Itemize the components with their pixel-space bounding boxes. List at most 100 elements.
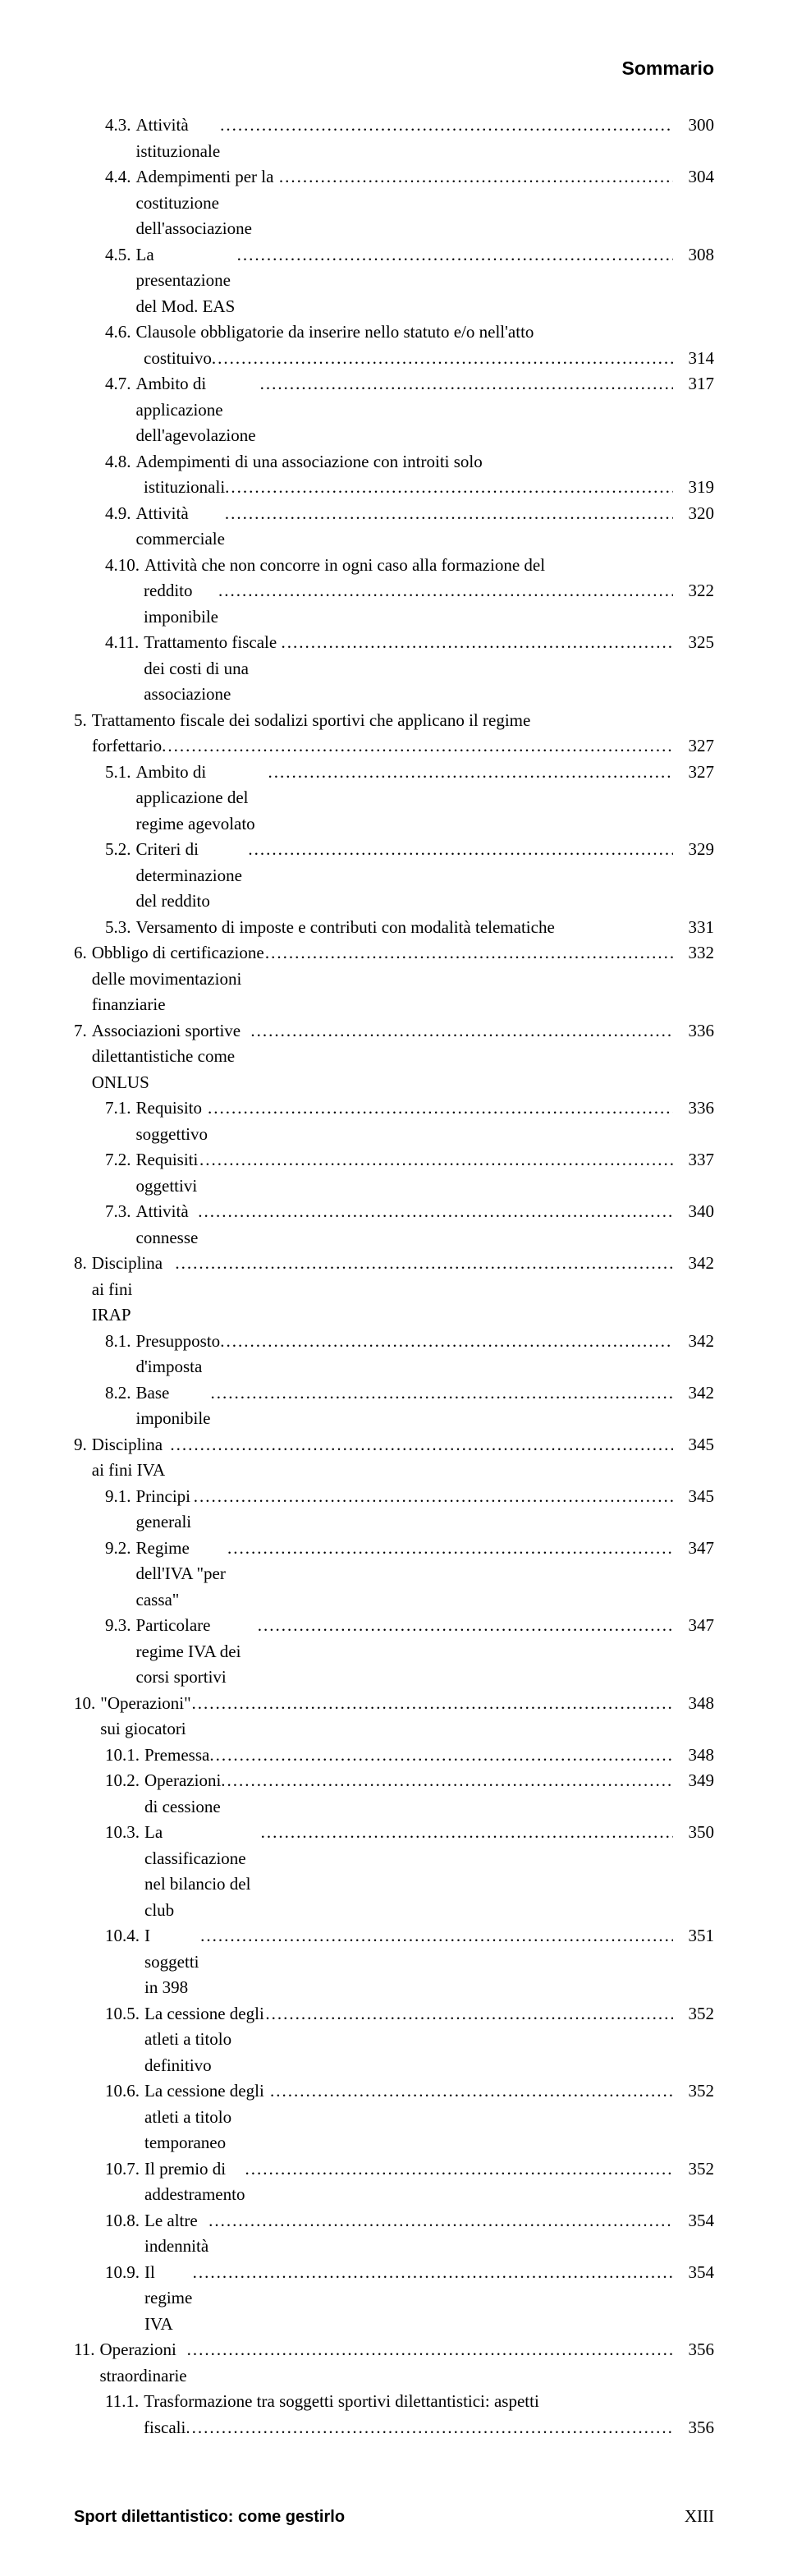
toc-label: fiscali [144,2415,186,2441]
toc-row: 5.1.Ambito di applicazione del regime ag… [74,760,714,838]
toc-page-number: 314 [673,346,714,372]
toc-label: reddito imponibile [144,578,218,630]
toc-label: Regime dell'IVA "per cassa" [136,1536,227,1614]
toc-number: 10. [74,1691,100,1717]
toc-label: Trattamento fiscale dei costi di una ass… [144,630,281,708]
toc-page-number: 347 [673,1613,714,1639]
toc-container: 4.3.Attività istituzionale3004.4.Adempim… [74,112,714,2441]
toc-row: 7.3.Attività connesse340 [74,1199,714,1251]
toc-row: 5.Trattamento fiscale dei sodalizi sport… [74,708,714,734]
page-header-title: Sommario [74,57,714,80]
toc-leader-dots [220,112,673,139]
toc-label: Adempimenti per la costituzione dell'ass… [136,164,279,242]
toc-number: 11. [74,2337,99,2363]
toc-number: 4.3. [105,112,136,139]
toc-row: 6.Obbligo di certificazione delle movime… [74,940,714,1018]
toc-row: forfettario327 [74,733,714,760]
toc-label: Operazioni di cessione [144,1768,221,1820]
toc-label: Il premio di addestramento [144,2156,245,2208]
toc-row: fiscali 356 [74,2415,714,2441]
toc-row: 10.8.Le altre indennità354 [74,2208,714,2260]
toc-number: 5.3. [105,915,136,941]
toc-leader-dots [258,1613,673,1639]
toc-label: forfettario [92,733,162,760]
toc-leader-dots [225,475,673,501]
toc-row: 4.8.Adempimenti di una associazione con … [74,449,714,475]
toc-leader-dots [193,2260,673,2286]
toc-row: 4.9.Attività commerciale320 [74,501,714,553]
toc-leader-dots [268,760,674,786]
toc-page-number: 352 [673,2001,714,2027]
toc-number: 4.8. [105,449,136,475]
toc-leader-dots [187,2337,673,2363]
toc-number: 10.2. [105,1768,144,1794]
toc-leader-dots [198,1199,673,1225]
toc-label: Disciplina ai fini IRAP [92,1251,176,1329]
toc-label: Premessa [144,1743,209,1769]
toc-page-number: 300 [673,112,714,139]
toc-leader-dots [199,1147,673,1173]
toc-number: 10.8. [105,2208,144,2234]
toc-leader-dots [260,371,673,397]
toc-label: Requisiti oggettivi [136,1147,199,1199]
toc-label: istituzionali [144,475,225,501]
toc-page-number: 356 [673,2415,714,2441]
toc-label: La presentazione del Mod. EAS [136,242,237,320]
toc-number: 10.5. [105,2001,144,2027]
toc-label: Operazioni straordinarie [99,2337,186,2389]
toc-row: costituivo314 [74,346,714,372]
toc-leader-dots [265,940,673,967]
toc-leader-dots [186,2415,673,2441]
toc-leader-dots [208,1095,673,1122]
toc-page-number: 331 [673,915,714,941]
toc-number: 4.9. [105,501,136,527]
toc-page-number: 320 [673,501,714,527]
toc-leader-dots [225,501,673,527]
toc-page-number: 356 [673,2337,714,2363]
toc-leader-dots [220,1329,673,1355]
toc-leader-dots [192,1691,673,1717]
toc-number: 5.2. [105,837,136,863]
toc-label: Principi generali [136,1484,194,1536]
toc-number: 9.3. [105,1613,136,1639]
footer-book-title: Sport dilettantistico: come gestirlo [74,2508,345,2527]
toc-leader-dots [250,1018,673,1045]
toc-number: 10.7. [105,2156,144,2183]
toc-number: 10.6. [105,2078,144,2105]
toc-row: 9.1.Principi generali345 [74,1484,714,1536]
toc-row: 4.3.Attività istituzionale300 [74,112,714,164]
toc-row: 7.Associazioni sportive dilettantistiche… [74,1018,714,1096]
toc-page-number: 336 [673,1018,714,1045]
toc-number: 5.1. [105,760,136,786]
toc-number: 9.2. [105,1536,136,1562]
toc-label: Il regime IVA [144,2260,193,2338]
toc-page-number: 322 [673,578,714,604]
toc-number: 4.4. [105,164,136,191]
toc-number: 4.11. [105,630,144,656]
toc-number: 11.1. [105,2389,144,2415]
toc-page-number: 354 [673,2208,714,2234]
toc-label: Trasformazione tra soggetti sportivi dil… [144,2389,539,2415]
toc-label: Associazioni sportive dilettantistiche c… [92,1018,251,1096]
toc-leader-dots [261,1820,673,1846]
toc-page-number: 345 [673,1432,714,1458]
toc-leader-dots [227,1536,673,1562]
toc-number: 10.4. [105,1923,144,1949]
toc-page-number: 325 [673,630,714,656]
toc-label: Disciplina ai fini IVA [92,1432,171,1484]
toc-page-number: 350 [673,1820,714,1846]
toc-page-number: 349 [673,1768,714,1794]
toc-label: Criteri di determinazione del reddito [136,837,249,915]
toc-leader-dots [221,1768,673,1794]
toc-page-number: 348 [673,1691,714,1717]
toc-label: Obbligo di certificazione delle moviment… [92,940,265,1018]
toc-number: 4.6. [105,319,136,346]
toc-leader-dots [265,2001,673,2027]
toc-row: 4.11.Trattamento fiscale dei costi di un… [74,630,714,708]
toc-page-number: 304 [673,164,714,191]
toc-leader-dots [245,2156,673,2183]
toc-number: 4.10. [105,553,144,579]
toc-page-number: 340 [673,1199,714,1225]
toc-label: Particolare regime IVA dei corsi sportiv… [136,1613,258,1691]
toc-label: La cessione degli atleti a titolo tempor… [144,2078,270,2156]
